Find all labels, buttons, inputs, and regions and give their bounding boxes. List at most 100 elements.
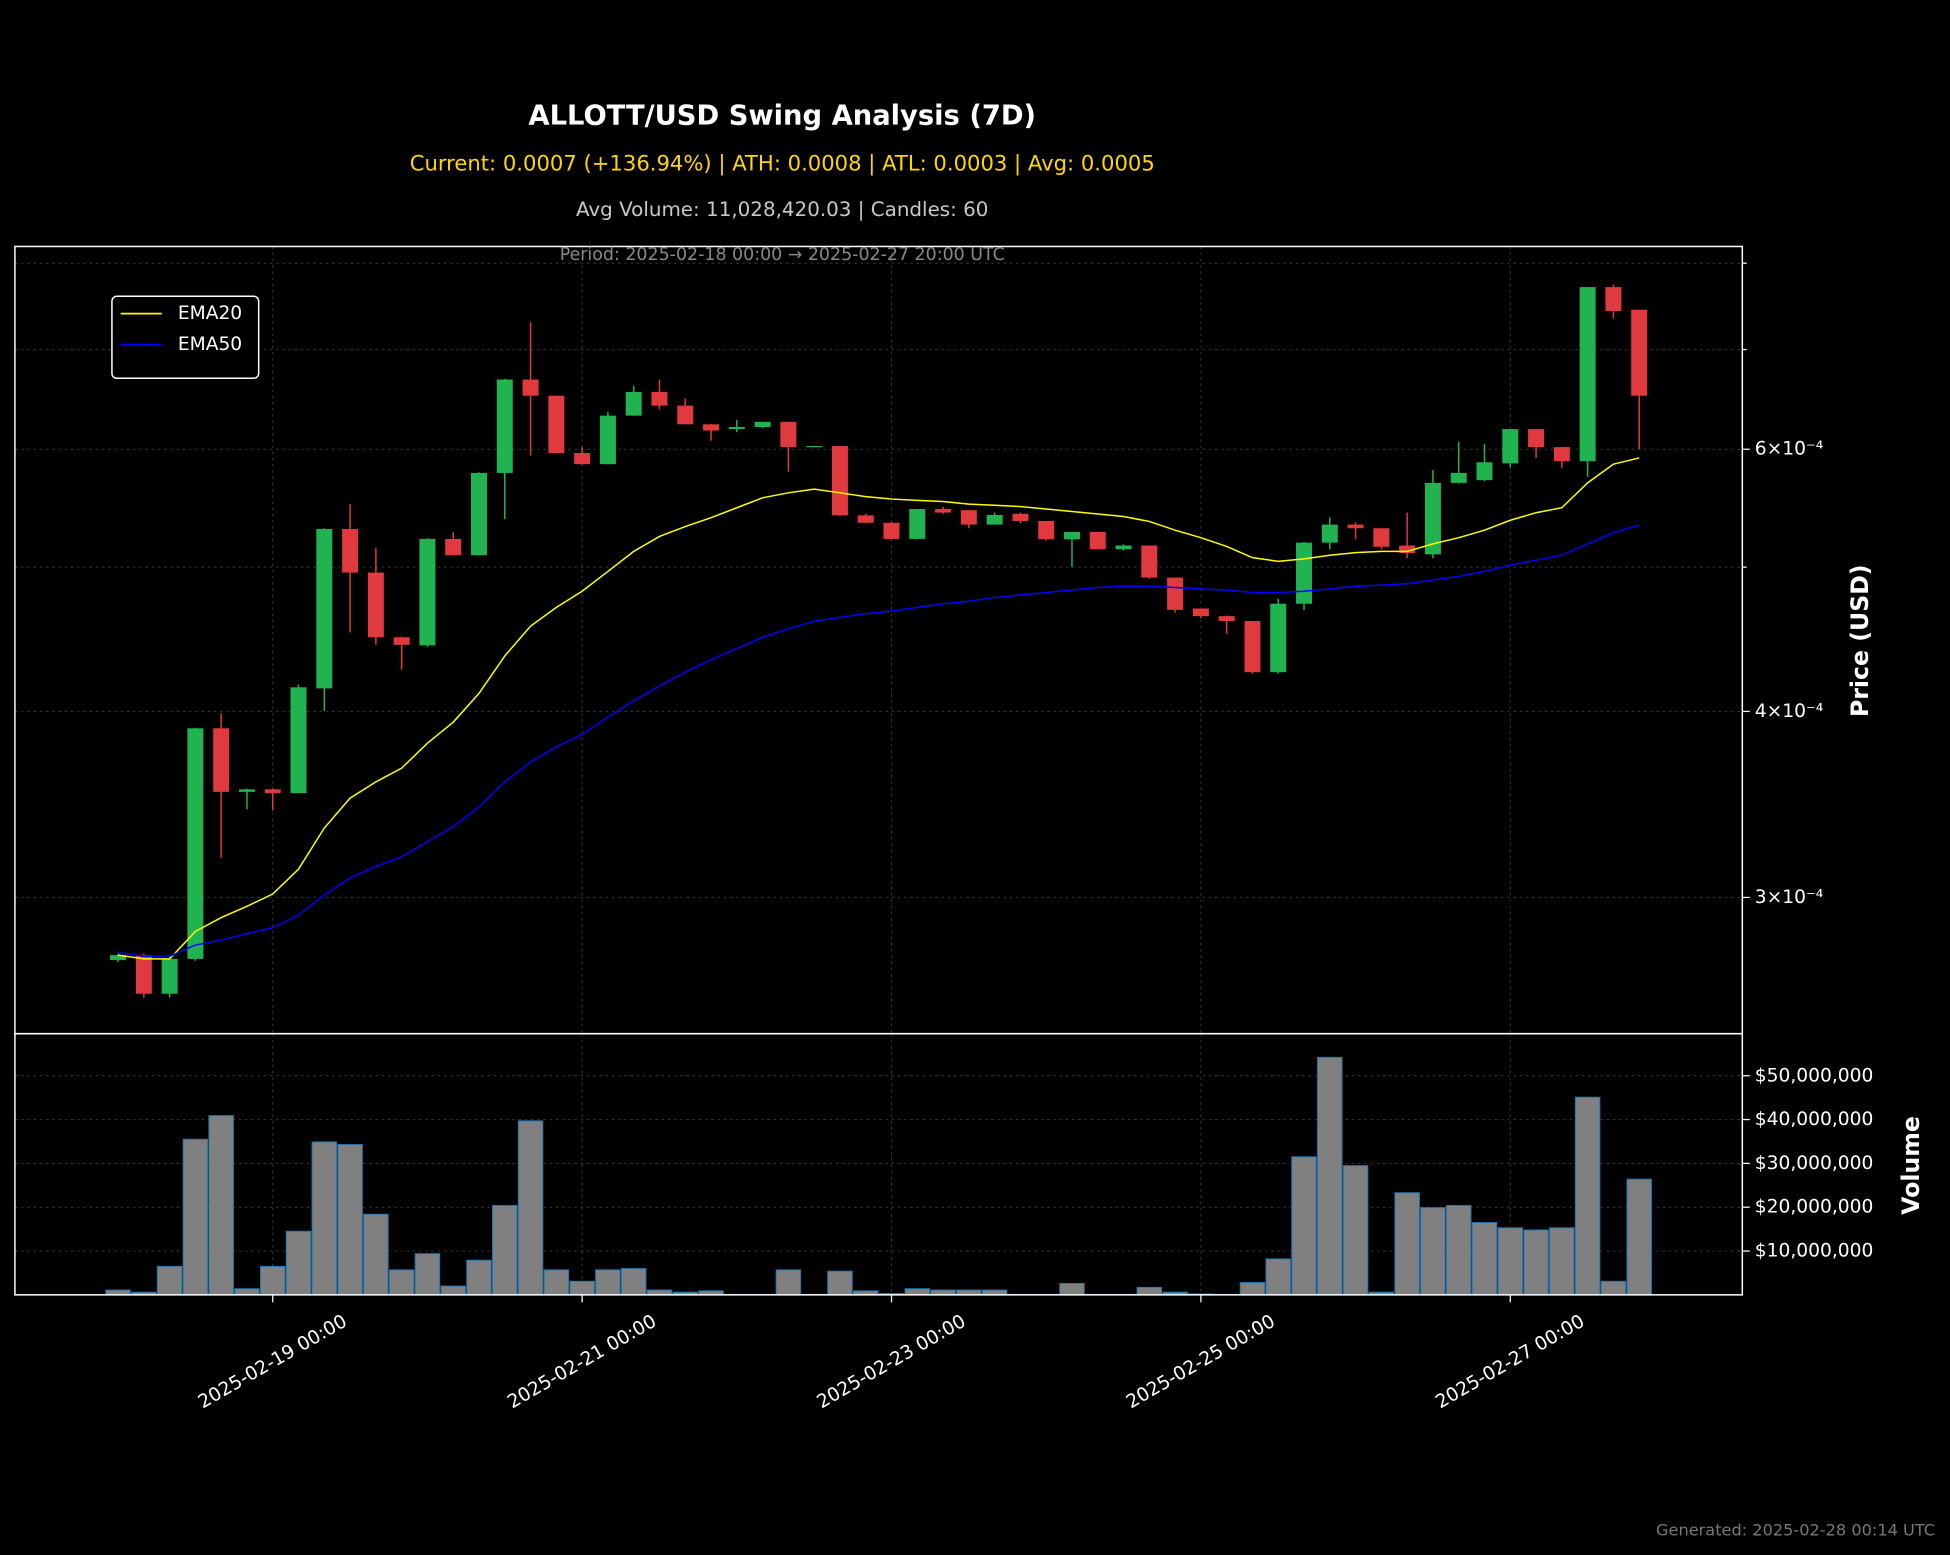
footer: Generated: 2025-02-28 00:14 UTC [1656, 1521, 1935, 1540]
candle-body [393, 637, 410, 645]
volume-bar [1523, 1229, 1549, 1296]
candle-body [960, 510, 977, 525]
legend-label: EMA50 [178, 334, 242, 355]
candle-body [522, 379, 539, 396]
volume-bar [1394, 1192, 1420, 1296]
volume-bar [620, 1268, 647, 1296]
candle-body [883, 522, 900, 539]
volume-bar [1239, 1282, 1266, 1296]
candle-body [1450, 472, 1467, 483]
volume-bar [904, 1288, 931, 1296]
volume-bar [388, 1269, 415, 1296]
chart-period: Period: 2025-02-18 00:00 → 2025-02-27 20… [560, 245, 1005, 265]
candle-body [290, 687, 307, 794]
candle-body [806, 446, 823, 448]
candle-body [1244, 621, 1261, 673]
volume-axis-label: Volume [1897, 1116, 1925, 1215]
candle-body [1553, 447, 1570, 462]
candle-body [264, 789, 281, 794]
volume-bar [1626, 1178, 1652, 1296]
volume-bar [1265, 1258, 1291, 1296]
ema-line [117, 457, 1640, 960]
candle-body [1399, 545, 1416, 554]
candle-body [548, 395, 565, 454]
candle-body [367, 572, 384, 638]
y-tick-label: 3×10⁻⁴ [1755, 887, 1824, 908]
candle-body [677, 405, 694, 425]
candle-body [1192, 608, 1209, 617]
legend-label: EMA20 [178, 303, 242, 324]
candle-body [316, 528, 333, 689]
candle-body [1579, 287, 1596, 462]
candle-body [1089, 531, 1106, 550]
candle-body [110, 955, 127, 961]
volume-bar [1600, 1280, 1627, 1296]
candle-body [831, 446, 848, 516]
ema-line [117, 524, 1640, 958]
candle-body [625, 391, 642, 416]
y-tick-label: $20,000,000 [1755, 1197, 1874, 1218]
volume-bar [234, 1288, 260, 1296]
volume-bar [1497, 1227, 1524, 1296]
candle-body [1631, 309, 1648, 396]
volume-bar [363, 1213, 389, 1296]
volume-bar [1549, 1227, 1575, 1296]
volume-bar [1291, 1156, 1317, 1296]
volume-bar [1342, 1165, 1369, 1296]
volume-bar [1420, 1207, 1446, 1296]
volume-bar [543, 1269, 570, 1296]
candle-body [1270, 603, 1287, 673]
volume-bar [466, 1259, 492, 1296]
volume-bar [1317, 1056, 1343, 1296]
candle-body [651, 391, 668, 406]
candle-body [728, 426, 745, 430]
volume-bar [440, 1285, 466, 1296]
candle-body [703, 424, 720, 431]
candle-body [1063, 531, 1080, 540]
candle-body [1605, 287, 1622, 312]
candle-body [342, 528, 359, 573]
candle-body [1038, 520, 1055, 540]
chart-subtitle: Current: 0.0007 (+136.94%) | ATH: 0.0008… [410, 150, 1155, 176]
volume-bar [569, 1280, 595, 1296]
y-tick-label: $40,000,000 [1755, 1109, 1874, 1130]
volume-bar [414, 1253, 441, 1296]
volume-frame [14, 1032, 1744, 1296]
volume-bar [1059, 1282, 1085, 1296]
candle-body [1347, 524, 1364, 529]
volume-bar [517, 1120, 544, 1296]
legend: EMA20 EMA50 [111, 295, 260, 380]
candle-body [909, 509, 926, 539]
volume-bar [259, 1265, 286, 1296]
y-tick-label: $10,000,000 [1755, 1241, 1874, 1262]
volume-bar [182, 1138, 209, 1296]
volume-bar [1471, 1222, 1498, 1296]
candle-body [857, 515, 874, 523]
candle-body [213, 728, 230, 792]
candle-body [1373, 528, 1390, 547]
candle-body [445, 538, 462, 556]
candle-body [1141, 545, 1158, 578]
volume-bar [337, 1144, 363, 1296]
candle-body [1115, 545, 1132, 550]
y-axis-label: Price (USD) [1846, 564, 1874, 717]
candle-body [238, 789, 255, 792]
y-tick-label: $30,000,000 [1755, 1153, 1874, 1174]
candle-body [419, 538, 436, 646]
volume-bar [1574, 1096, 1601, 1296]
candle-body [754, 421, 771, 427]
y-tick-label: $50,000,000 [1755, 1065, 1874, 1086]
candle-body [1502, 429, 1519, 464]
volume-bar [156, 1265, 183, 1296]
candle-body [1476, 462, 1493, 481]
candle-body [161, 958, 178, 994]
volume-bar [775, 1269, 802, 1296]
y-tick-label: 6×10⁻⁴ [1755, 439, 1824, 460]
candle-body [187, 728, 204, 959]
candle-body [986, 514, 1003, 525]
volume-bar [1445, 1204, 1472, 1296]
volume-bar [827, 1270, 853, 1296]
candle-body [1528, 429, 1545, 448]
